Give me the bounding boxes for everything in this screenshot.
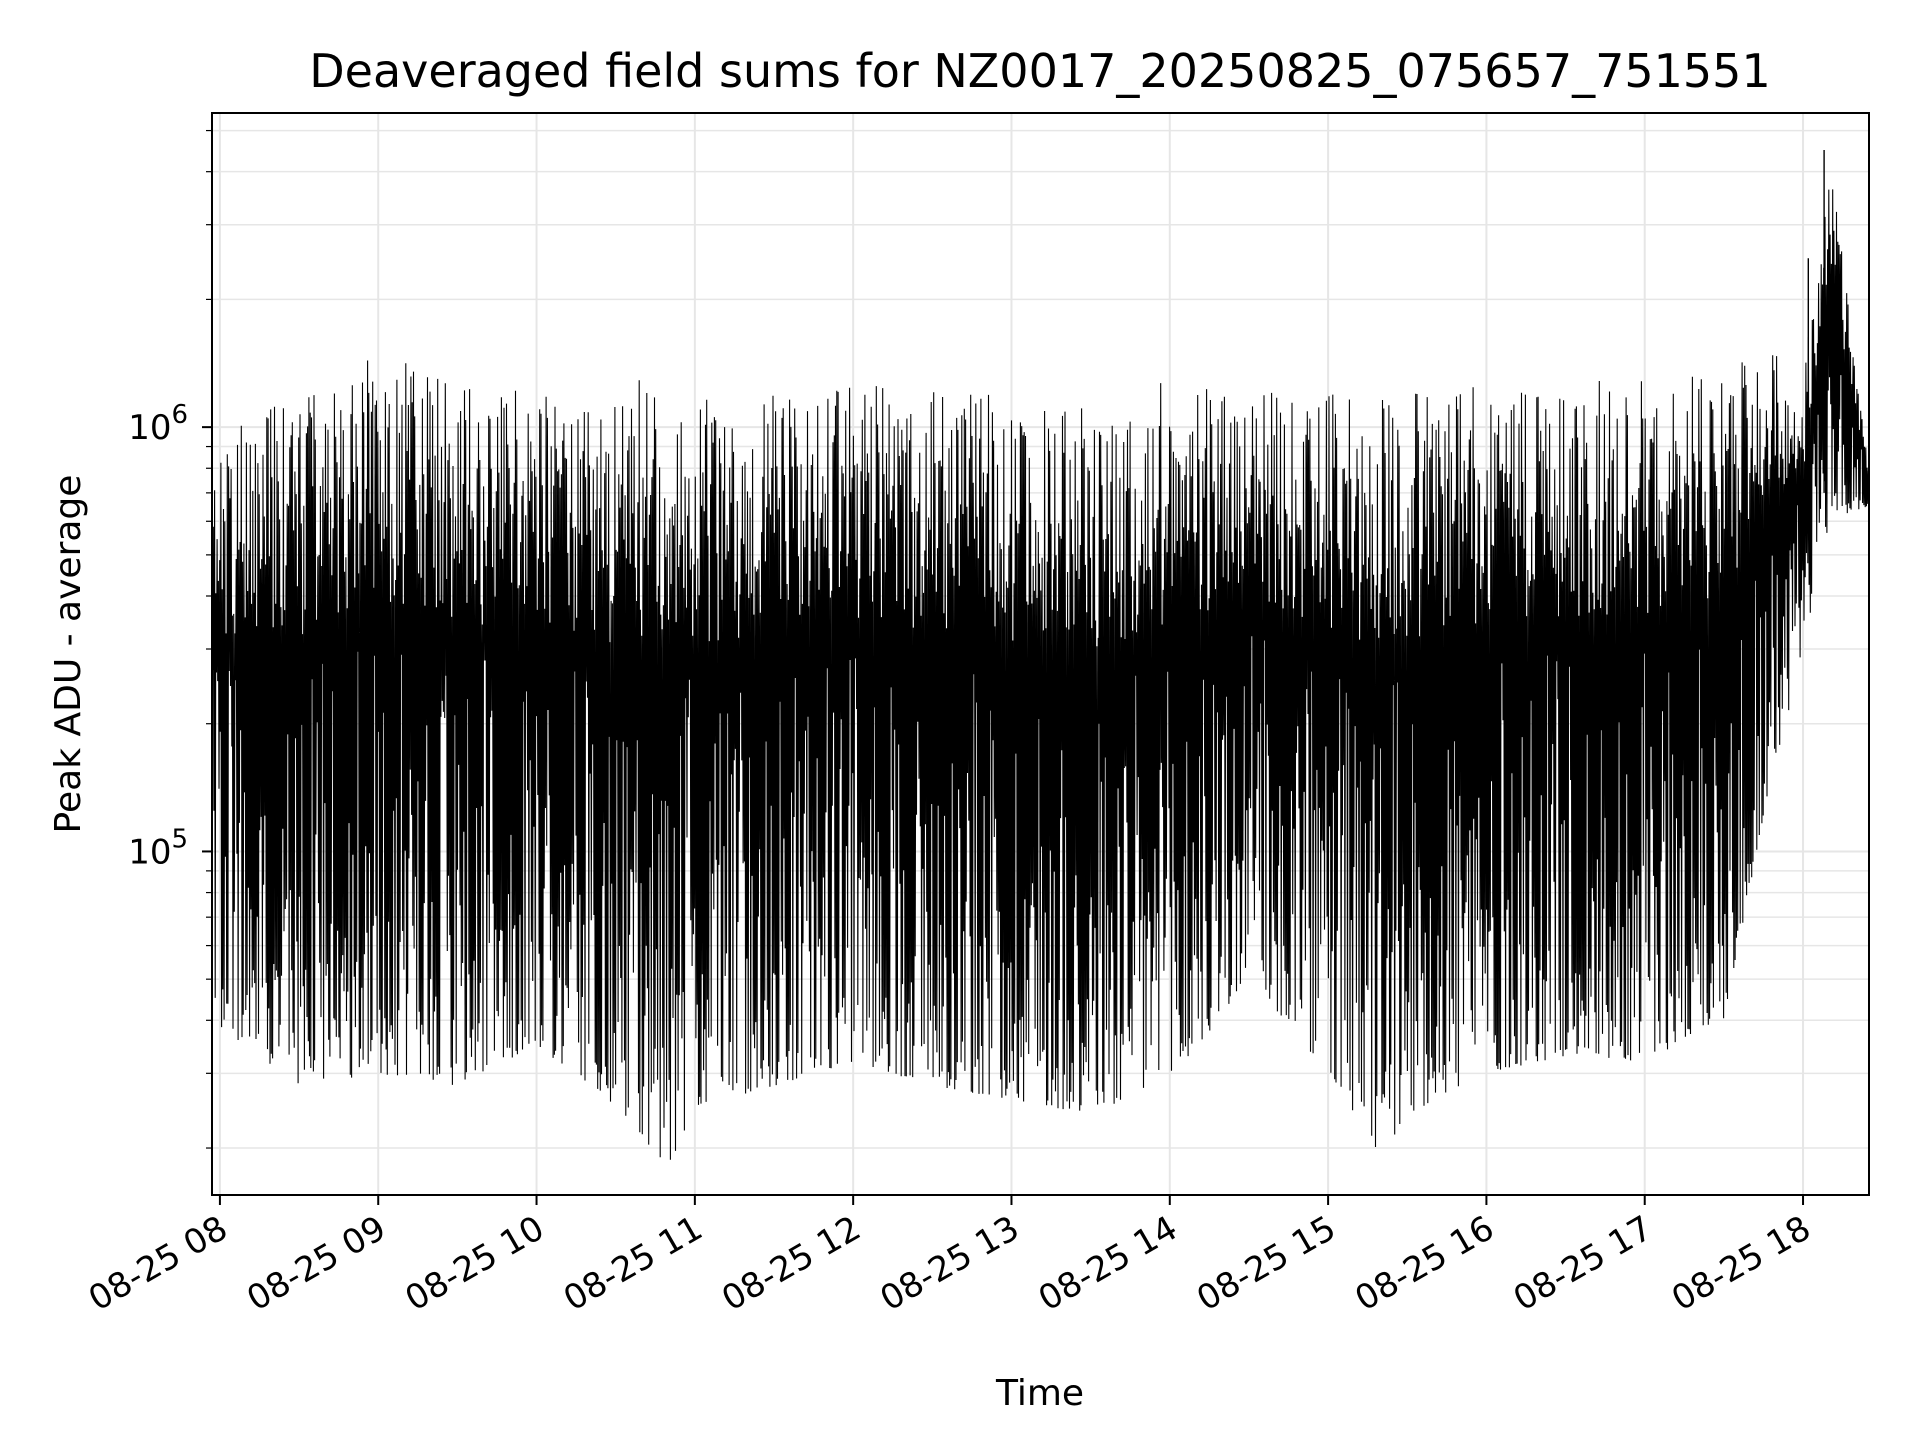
x-tick-label: 08-25 10 [399,1208,551,1319]
x-tick-label: 08-25 09 [240,1208,392,1319]
x-tick-label: 08-25 11 [557,1208,709,1319]
y-tick-label: 106 [128,400,188,448]
x-tick-label: 08-25 13 [874,1208,1026,1319]
series-path [211,189,1870,1160]
x-tick-label: 08-25 08 [82,1208,234,1319]
x-tick-label: 08-25 12 [715,1208,867,1319]
y-axis: 105 106 [128,129,212,1149]
x-tick-label: 08-25 17 [1507,1208,1659,1319]
x-tick-label: 08-25 15 [1190,1208,1342,1319]
axes-frame [211,112,1870,1196]
y-tick-label: 105 [128,824,188,872]
x-tick-label: 08-25 18 [1665,1208,1817,1319]
x-axis: 08-25 08 08-25 09 08-25 10 08-25 11 08-25 12… [82,1195,1818,1319]
x-axis-label: Time [995,1373,1084,1414]
x-tick-label: 08-25 14 [1032,1208,1184,1319]
x-tick-label: 08-25 16 [1349,1208,1501,1319]
series-line [211,150,1870,1160]
y-axis-label: Peak ADU - average [48,475,89,834]
chart-title: Deaveraged field sums for NZ0017_2025082… [309,44,1770,98]
